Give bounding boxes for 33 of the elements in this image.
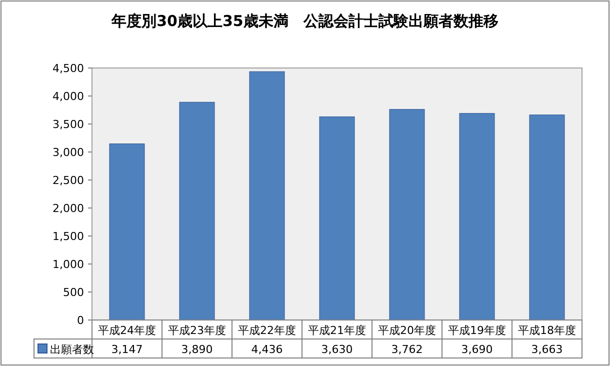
y-tick-label: 0	[77, 314, 84, 327]
bar	[459, 113, 495, 320]
bar	[389, 109, 425, 320]
y-tick-label: 1,000	[52, 258, 84, 271]
data-label: 4,436	[251, 343, 283, 356]
data-label: 3,663	[531, 343, 563, 356]
x-tick-label: 平成18年度	[518, 324, 576, 337]
chart-title: 年度別30歳以上35歳未満 公認会計士試験出願者数推移	[110, 12, 498, 30]
x-tick-label: 平成20年度	[378, 324, 436, 337]
data-label: 3,890	[181, 343, 213, 356]
y-tick-label: 2,500	[52, 174, 84, 187]
legend-label: 出願者数	[50, 343, 94, 356]
bar	[179, 102, 215, 320]
y-tick-label: 3,500	[52, 118, 84, 131]
x-tick-label: 平成21年度	[308, 324, 366, 337]
data-label: 3,147	[111, 343, 143, 356]
y-tick-label: 500	[63, 286, 84, 299]
x-tick-label: 平成22年度	[238, 324, 296, 337]
y-tick-label: 3,000	[52, 146, 84, 159]
data-label: 3,690	[461, 343, 493, 356]
y-tick-label: 4,000	[52, 90, 84, 103]
bar	[249, 71, 285, 320]
y-tick-label: 4,500	[52, 62, 84, 75]
data-label: 3,762	[391, 343, 423, 356]
x-tick-label: 平成19年度	[448, 324, 506, 337]
data-label: 3,630	[321, 343, 353, 356]
x-tick-label: 平成24年度	[98, 324, 156, 337]
y-tick-label: 1,500	[52, 230, 84, 243]
bar	[529, 114, 565, 320]
bar	[319, 116, 355, 320]
bar	[109, 144, 145, 320]
y-tick-label: 2,000	[52, 202, 84, 215]
x-tick-label: 平成23年度	[168, 324, 226, 337]
